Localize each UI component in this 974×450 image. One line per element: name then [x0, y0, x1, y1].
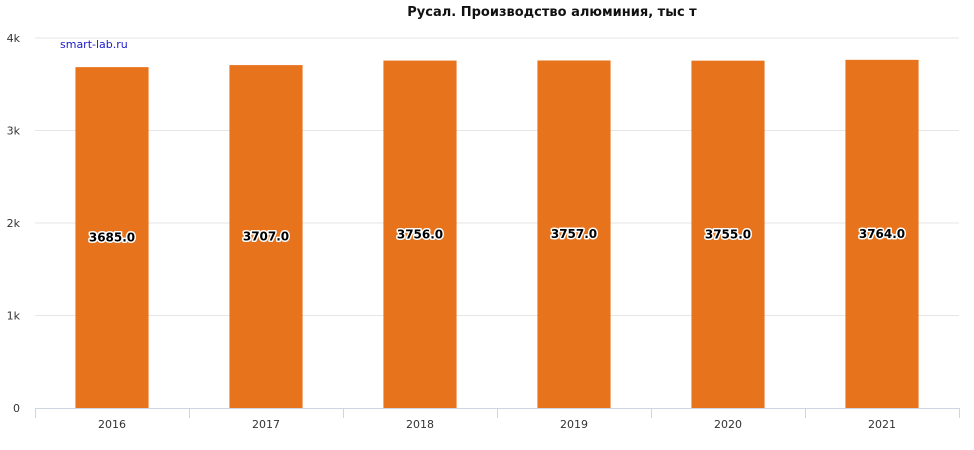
data-label: 3685.0: [89, 231, 135, 245]
x-tick-label: 2017: [252, 418, 280, 431]
data-label: 3757.0: [551, 227, 597, 241]
bar: [75, 67, 149, 408]
x-tick-label: 2019: [560, 418, 588, 431]
data-label: 3756.0: [397, 227, 443, 241]
x-tick-label: 2018: [406, 418, 434, 431]
bars: [75, 59, 919, 408]
y-tick-label: 4k: [7, 32, 21, 45]
y-tick-label: 2k: [7, 217, 21, 230]
bar: [537, 60, 611, 408]
data-labels: 3685.0 3707.0 3756.0 3757.0 3755.0 3764.0: [87, 225, 906, 246]
bar: [229, 65, 303, 408]
data-label: 3764.0: [859, 227, 905, 241]
watermark: smart-lab.ru: [60, 38, 128, 51]
data-label: 3755.0: [705, 227, 751, 241]
bar: [383, 60, 457, 408]
y-tick-label: 0: [13, 402, 20, 415]
data-label: 3707.0: [243, 230, 289, 244]
x-axis: 2016 2017 2018 2019 2020 2021: [35, 408, 960, 431]
bar: [691, 60, 765, 408]
y-tick-label: 1k: [7, 310, 21, 323]
gridlines: [35, 37, 959, 316]
x-tick-label: 2020: [714, 418, 742, 431]
y-axis-ticks: 0 1k 2k 3k 4k: [7, 32, 21, 415]
chart-title: Русал. Производство алюминия, тыс т: [407, 5, 697, 20]
y-tick-label: 3k: [7, 125, 21, 138]
x-tick-label: 2016: [98, 418, 126, 431]
bar: [845, 59, 919, 408]
x-tick-label: 2021: [868, 418, 896, 431]
